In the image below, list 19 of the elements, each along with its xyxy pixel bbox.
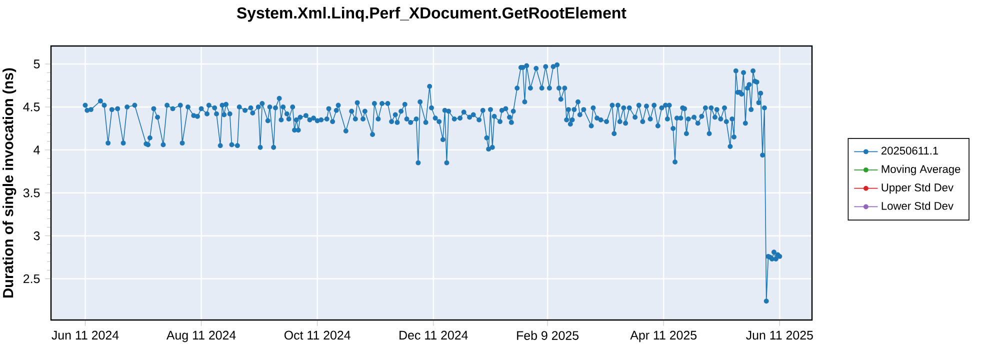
y-tick-label: 4 <box>34 146 40 154</box>
y-tick-label: 5 <box>34 60 40 68</box>
x-tick-label: Dec 11 2024 <box>400 330 468 340</box>
x-tick-label: Feb 9 2025 <box>517 330 579 340</box>
y-tick-label: 3 <box>34 231 40 240</box>
legend-label: 20250611.1 <box>882 146 938 155</box>
x-tick-label: Aug 11 2024 <box>166 330 236 342</box>
x-tick-label: Jun 11 2024 <box>52 330 119 340</box>
y-tick-label: 2.5 <box>24 274 40 284</box>
chart-title: System.Xml.Linq.Perf_XDocument.GetRootElement <box>236 6 626 22</box>
legend-label: Lower Std Dev <box>882 202 954 210</box>
y-axis-title: Duration of single invocation (ns) <box>2 68 16 298</box>
legend-label: Moving Average <box>882 164 960 176</box>
x-tick-label: Oct 11 2024 <box>284 330 350 340</box>
x-tick-label: Jun 11 2025 <box>746 330 813 340</box>
legend-label: Upper Std Dev <box>882 183 954 194</box>
x-tick-label: Apr 11 2025 <box>630 330 697 342</box>
y-tick-label: 3.5 <box>23 188 40 198</box>
y-tick-label: 4.5 <box>23 102 40 112</box>
